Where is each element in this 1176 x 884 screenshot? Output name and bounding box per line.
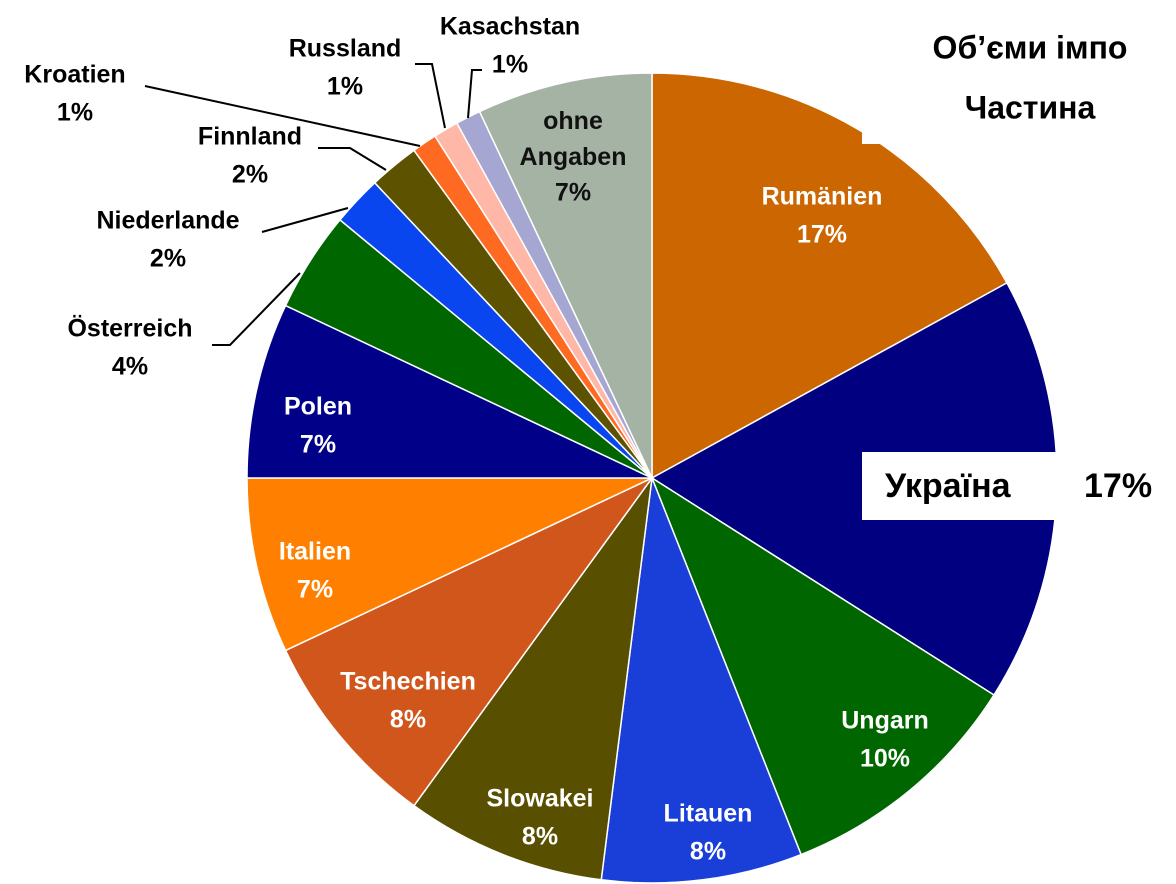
value-label: 1% [492, 51, 528, 79]
value-label: 17% [797, 221, 847, 249]
slice-label: Litauen [664, 800, 753, 828]
slice-label: ohne Angaben [520, 107, 627, 171]
pie [246, 72, 1058, 884]
title-box [862, 84, 1176, 144]
value-label: 10% [860, 745, 910, 773]
value-label: 4% [112, 353, 148, 381]
slice-label: Italien [279, 538, 351, 566]
value-label: 2% [232, 161, 268, 189]
pie-slice [651, 72, 1008, 480]
value-label: 7% [555, 179, 591, 207]
value-label: 8% [522, 823, 558, 851]
slice-label: Rumänien [762, 183, 883, 211]
pie-slice [246, 304, 653, 479]
slice-label: Kroatien [24, 61, 125, 89]
value-label: 2% [150, 245, 186, 273]
slice-label: Ungarn [841, 707, 929, 735]
leader-line [415, 63, 446, 129]
leader-line [318, 147, 387, 171]
value-label: 8% [390, 706, 426, 734]
value-label: 7% [300, 431, 336, 459]
pie-slice [284, 477, 653, 807]
slice-label: Polen [284, 393, 352, 421]
chart-title: Об’єми імпо [933, 29, 1128, 65]
leader-line [467, 69, 482, 119]
value-label: 17% [1084, 467, 1152, 505]
slice-label: Finnland [198, 123, 302, 151]
value-label: 1% [57, 99, 93, 127]
value-label: 8% [690, 838, 726, 866]
leader-line [261, 207, 349, 233]
slice-label: Niederlande [96, 207, 239, 235]
pie-slice [600, 477, 803, 884]
pie-slice [650, 476, 995, 856]
leader-line [212, 272, 301, 346]
slice-label: Russland [289, 35, 402, 63]
label-box [862, 452, 1176, 520]
slice-label: Україна [885, 467, 1012, 505]
pie-slice [478, 72, 653, 479]
slice-label: Slowakei [487, 785, 594, 813]
chart-subtitle: Частина [965, 89, 1096, 125]
value-label: 7% [297, 576, 333, 604]
pie-slice [412, 477, 653, 881]
slice-label: Österreich [67, 314, 192, 343]
leader-line [144, 85, 421, 147]
slice-label: Tschechien [340, 668, 476, 696]
value-label: 1% [327, 73, 363, 101]
slice-label: Kasachstan [440, 13, 580, 41]
pie-slice [246, 477, 653, 652]
